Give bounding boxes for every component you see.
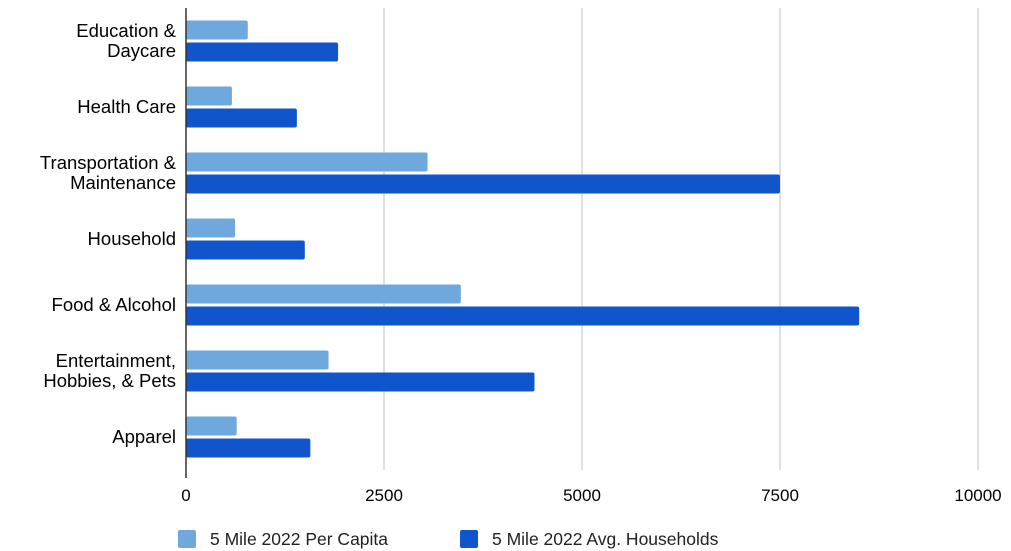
bar-per-capita — [186, 284, 461, 304]
category-label: Food & Alcohol — [52, 294, 176, 315]
category-label-line: Entertainment, — [56, 350, 176, 371]
category-label: Apparel — [112, 426, 176, 447]
bar-per-capita — [186, 218, 236, 238]
bar-avg-households — [186, 438, 311, 458]
bar-per-capita — [186, 152, 428, 172]
bar-per-capita — [186, 86, 232, 106]
legend-label: 5 Mile 2022 Avg. Households — [492, 529, 719, 549]
bar-avg-households — [186, 108, 297, 128]
category-labels: Education & Daycare Health Care Transportat… — [40, 20, 177, 447]
x-tick-labels: 0 2500 5000 7500 10000 — [181, 486, 1001, 505]
category-label: Education & Daycare — [76, 20, 176, 61]
bar-per-capita — [186, 416, 237, 436]
bar-avg-households — [186, 306, 860, 326]
bar-avg-households — [186, 174, 780, 194]
x-tick-label: 10000 — [954, 486, 1001, 505]
legend: 5 Mile 2022 Per Capita 5 Mile 2022 Avg. H… — [178, 529, 719, 549]
category-label: Health Care — [77, 96, 176, 117]
gridlines — [383, 8, 979, 470]
bar-avg-households — [186, 372, 535, 392]
x-tick-label: 0 — [181, 486, 190, 505]
category-label-line: Household — [88, 228, 176, 249]
category-label-line: Education & — [76, 20, 176, 41]
category-label-line: Food & Alcohol — [52, 294, 176, 315]
x-tick-label: 2500 — [365, 486, 403, 505]
x-tick-label: 7500 — [761, 486, 799, 505]
bar-avg-households — [186, 42, 339, 62]
category-label: Transportation & Maintenance — [40, 152, 177, 193]
category-label-line: Daycare — [107, 40, 176, 61]
legend-label: 5 Mile 2022 Per Capita — [210, 529, 388, 549]
bar-per-capita — [186, 350, 329, 370]
legend-swatch — [178, 530, 196, 548]
bar-avg-households — [186, 240, 305, 260]
category-label-line: Hobbies, & Pets — [43, 370, 176, 391]
bar-per-capita — [186, 20, 248, 40]
category-label-line: Transportation & — [40, 152, 177, 173]
category-label-line: Apparel — [112, 426, 176, 447]
x-tick-label: 5000 — [563, 486, 601, 505]
legend-swatch — [460, 530, 478, 548]
category-label: Entertainment, Hobbies, & Pets — [43, 350, 176, 391]
bars — [186, 20, 860, 458]
category-label: Household — [88, 228, 176, 249]
category-label-line: Maintenance — [70, 172, 176, 193]
category-label-line: Health Care — [77, 96, 176, 117]
